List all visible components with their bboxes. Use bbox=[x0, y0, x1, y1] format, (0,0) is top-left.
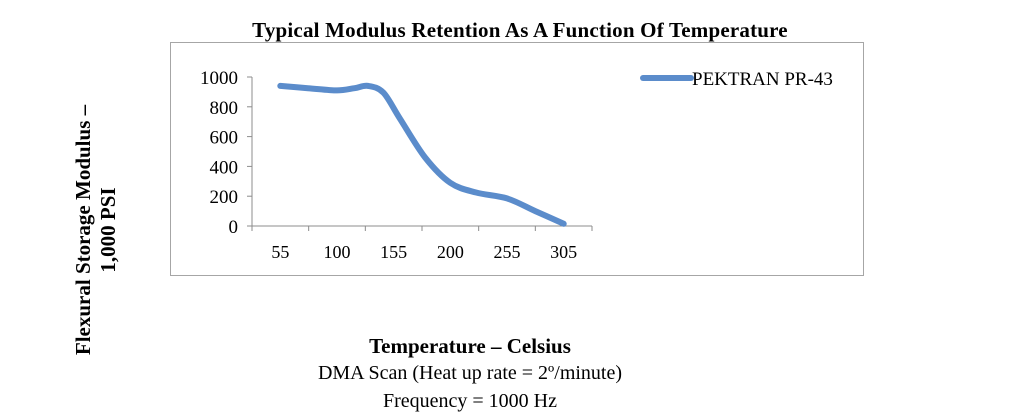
frequency-note: Frequency = 1000 Hz bbox=[382, 390, 557, 412]
x-axis-title: Temperature – Celsius bbox=[369, 334, 571, 358]
legend-label: PEKTRAN PR-43 bbox=[692, 69, 833, 90]
y-tick-label: 800 bbox=[210, 98, 239, 119]
x-tick-label: 200 bbox=[437, 242, 464, 262]
x-tick-label: 255 bbox=[494, 242, 521, 262]
x-tick-label: 100 bbox=[324, 242, 351, 262]
series-line-0 bbox=[277, 82, 567, 227]
x-tick-label: 305 bbox=[550, 242, 577, 262]
plot-svg: 1000 800 600 400 200 0 55 100 155 200 255 305 PEKTRA… bbox=[200, 68, 833, 262]
y-tick-label: 0 bbox=[229, 217, 239, 238]
x-tick-label: 155 bbox=[380, 242, 407, 262]
y-tick-label: 600 bbox=[210, 128, 239, 149]
chart-area: 1000 800 600 400 200 0 55 100 155 200 255 305 PEKTRA… bbox=[170, 42, 864, 276]
y-axis-title-line-1: Flexural Storage Modulus – bbox=[71, 104, 95, 356]
x-tick-label: 55 bbox=[271, 242, 289, 262]
y-axis-title-line-2: 1,000 PSI bbox=[96, 187, 120, 273]
y-tick-label: 400 bbox=[210, 157, 239, 178]
chart-title: Typical Modulus Retention As A Function … bbox=[252, 18, 788, 42]
y-axis-title: Flexural Storage Modulus – 1,000 PSI bbox=[71, 70, 121, 390]
y-tick-label: 1000 bbox=[200, 68, 238, 89]
scan-note: DMA Scan (Heat up rate = 2º/minute) bbox=[317, 362, 623, 384]
y-tick-label: 200 bbox=[210, 187, 239, 208]
